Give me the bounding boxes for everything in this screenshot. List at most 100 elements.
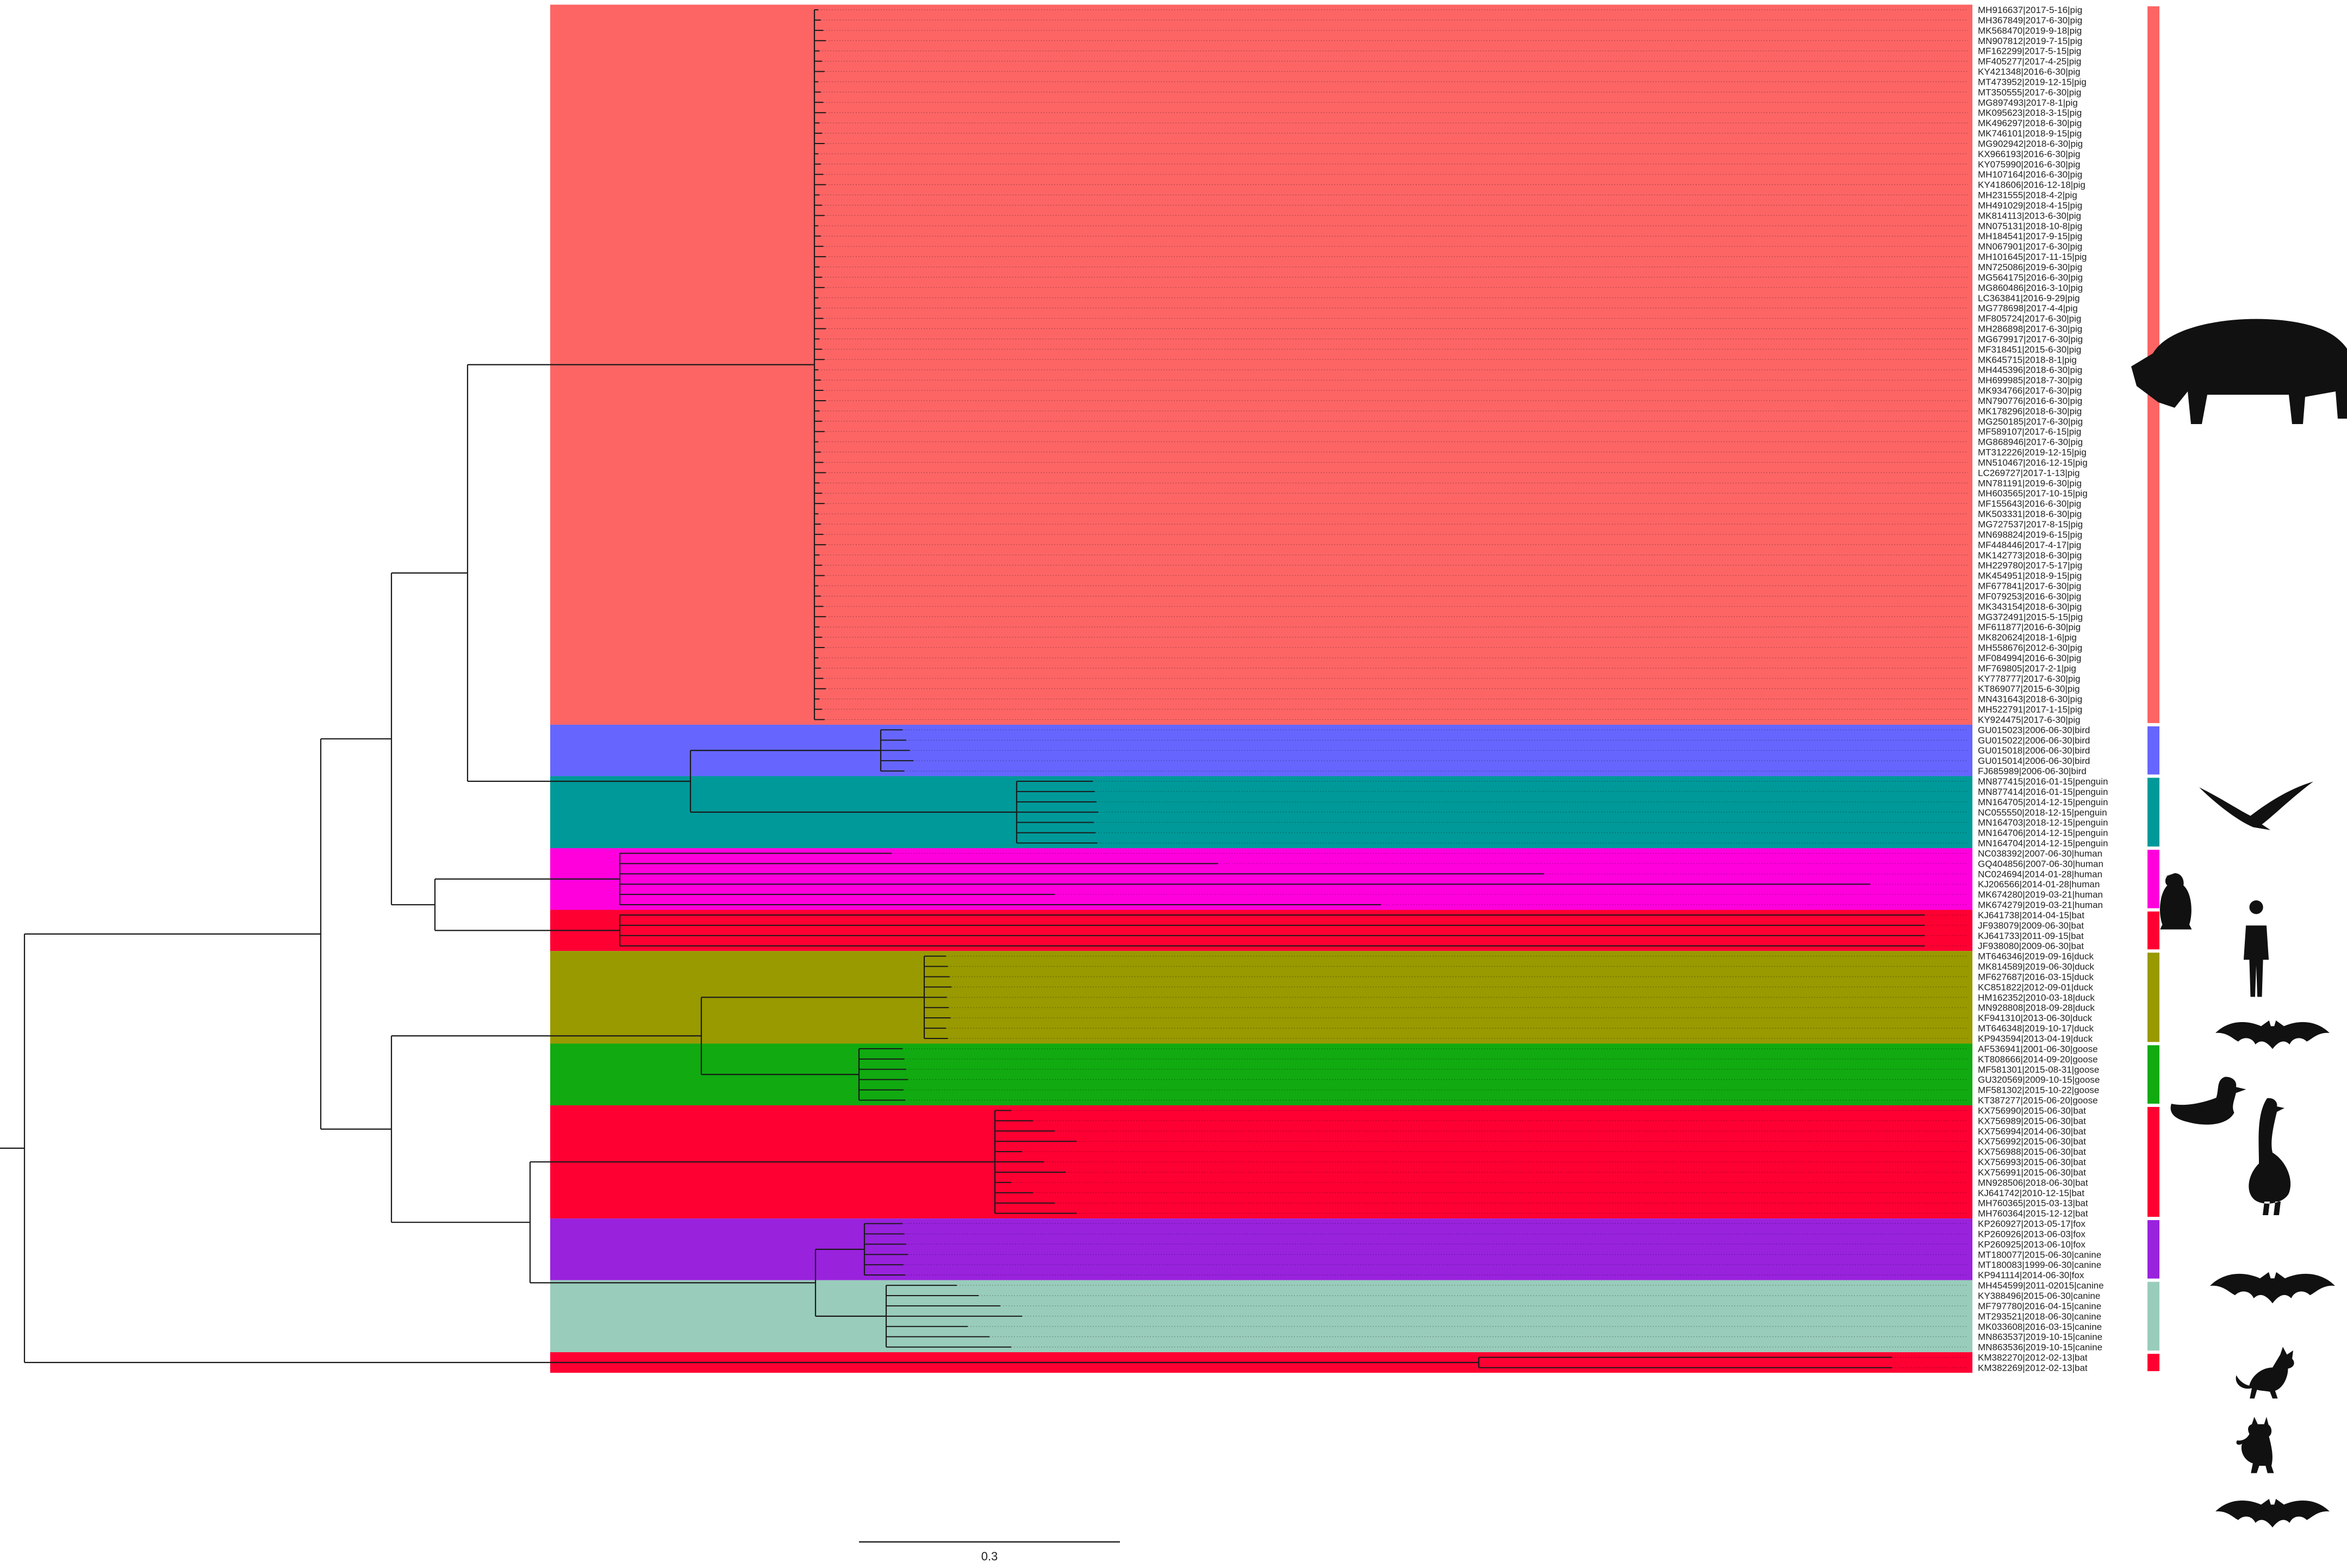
leaf-label: MK674279|2019-03-21|human xyxy=(1978,900,2103,910)
leaf-label: MN431643|2018-6-30|pig xyxy=(1978,694,2082,705)
leaf-label: KX756993|2015-06-30|bat xyxy=(1978,1157,2086,1167)
leaf-label: MN725086|2019-6-30|pig xyxy=(1978,262,2082,272)
leaf-label: KP260925|2013-06-10|fox xyxy=(1978,1239,2085,1249)
dog-silhouette-icon xyxy=(2236,1417,2274,1473)
leaf-label: MH558676|2012-6-30|pig xyxy=(1978,643,2082,653)
leaf-label: MN164704|2014-12-15|penguin xyxy=(1978,838,2108,849)
leaf-label: MK033608|2016-03-15|canine xyxy=(1978,1322,2102,1332)
leaf-label: MT350555|2017-6-30|pig xyxy=(1978,87,2081,97)
leaf-label: MK568470|2019-9-18|pig xyxy=(1978,26,2082,36)
leaf-label: MH367849|2017-6-30|pig xyxy=(1978,15,2082,26)
leaf-label: KT808666|2014-09-20|goose xyxy=(1978,1054,2098,1065)
leaf-labels: MH916637|2017-5-16|pigMH367849|2017-6-30… xyxy=(1978,5,2108,1373)
leaf-label: MK645715|2018-8-1|pig xyxy=(1978,354,2077,365)
leaf-label: MF155643|2016-6-30|pig xyxy=(1978,499,2081,509)
clade-color-strip xyxy=(2147,6,2159,1371)
leaf-label: MH231555|2018-4-2|pig xyxy=(1978,190,2077,201)
clade-band-fox xyxy=(550,1218,1972,1280)
clade-strip-penguin xyxy=(2147,777,2159,847)
leaf-label: MH107164|2016-6-30|pig xyxy=(1978,170,2082,180)
leaf-label: MF581301|2015-08-31|goose xyxy=(1978,1065,2099,1075)
leaf-label: MF805724|2017-6-30|pig xyxy=(1978,314,2081,324)
leaf-label: MT180077|2015-06-30|canine xyxy=(1978,1249,2101,1260)
leaf-label: MT180083|1999-06-30|canine xyxy=(1978,1260,2101,1270)
leaf-label: MF627687|2016-03-15|duck xyxy=(1978,972,2094,982)
leaf-label: MK814113|2013-6-30|pig xyxy=(1978,210,2081,221)
host-icons xyxy=(2131,319,2347,1528)
leaf-label: MK178296|2018-6-30|pig xyxy=(1978,406,2082,416)
leaf-label: JF938080|2009-06-30|bat xyxy=(1978,941,2084,951)
leaf-label: MG727537|2017-8-15|pig xyxy=(1978,519,2083,530)
leaf-label: MT312226|2019-12-15|pig xyxy=(1978,447,2087,458)
leaf-label: MH522791|2017-1-15|pig xyxy=(1978,705,2082,715)
leaf-label: KJ641738|2014-04-15|bat xyxy=(1978,910,2084,920)
leaf-label: KP260927|2013-05-17|fox xyxy=(1978,1219,2085,1229)
leaf-label: KY924475|2017-6-30|pig xyxy=(1978,714,2080,725)
leaf-label: KM382269|2012-02-13|bat xyxy=(1978,1362,2088,1373)
leaf-label: NC024694|2014-01-28|human xyxy=(1978,869,2102,879)
leaf-label: KJ641742|2010-12-15|bat xyxy=(1978,1188,2084,1198)
leaf-label: MN928808|2018-09-28|duck xyxy=(1978,1003,2095,1013)
leaf-label: MN907812|2019-7-15|pig xyxy=(1978,36,2082,46)
leaf-label: MF405277|2017-4-25|pig xyxy=(1978,57,2081,67)
leaf-label: HM162352|2010-03-18|duck xyxy=(1978,992,2095,1003)
leaf-label: MH916637|2017-5-16|pig xyxy=(1978,5,2082,15)
leaf-label: MH603565|2017-10-15|pig xyxy=(1978,488,2088,499)
leaf-label: MN067901|2017-6-30|pig xyxy=(1978,241,2082,252)
leaf-label: MF084994|2016-6-30|pig xyxy=(1978,653,2081,663)
leaf-label: MK142773|2018-6-30|pig xyxy=(1978,550,2082,561)
clade-strip-bat-1 xyxy=(2147,911,2159,950)
leaf-label: KT387277|2015-06-20|goose xyxy=(1978,1096,2098,1106)
leaf-label: MH454599|2011-02015|canine xyxy=(1978,1280,2104,1291)
leaf-label: MG897493|2017-8-1|pig xyxy=(1978,97,2078,108)
leaf-label: KJ206566|2014-01-28|human xyxy=(1978,879,2100,889)
leaf-label: MN928506|2018-06-30|bat xyxy=(1978,1178,2088,1188)
clade-band-human xyxy=(550,848,1972,910)
tree-branches xyxy=(0,9,1925,1368)
leaf-label: MT473952|2019-12-15|pig xyxy=(1978,77,2087,87)
leaf-label: KX756989|2015-06-30|bat xyxy=(1978,1116,2086,1126)
leaf-label: GU015022|2006-06-30|bird xyxy=(1978,735,2090,745)
clade-strip-bat-2 xyxy=(2147,1106,2159,1217)
clade-color-bands xyxy=(550,4,1972,1373)
bat-silhouette-icon xyxy=(2215,1020,2330,1049)
clade-strip-goose xyxy=(2147,1045,2159,1104)
leaf-label: MF611877|2016-6-30|pig xyxy=(1978,622,2081,632)
leaf-label: MF079253|2016-6-30|pig xyxy=(1978,591,2081,601)
leaf-label: MG868946|2017-6-30|pig xyxy=(1978,437,2083,447)
leaf-label: JF938079|2009-06-30|bat xyxy=(1978,920,2084,931)
leaf-label: MG679917|2017-6-30|pig xyxy=(1978,334,2083,344)
leaf-label: MG902942|2018-6-30|pig xyxy=(1978,139,2083,149)
leaf-label: MH445396|2018-6-30|pig xyxy=(1978,365,2082,375)
leaf-label: AF536941|2001-06-30|goose xyxy=(1978,1044,2098,1054)
fox-silhouette-icon xyxy=(2236,1347,2294,1399)
leaf-label: MF162299|2017-5-15|pig xyxy=(1978,46,2081,57)
leaf-label: MG564175|2016-6-30|pig xyxy=(1978,272,2083,283)
leaf-label: KT869077|2015-6-30|pig xyxy=(1978,684,2080,694)
clade-strip-bird xyxy=(2147,726,2159,775)
clade-strip-canine xyxy=(2147,1281,2159,1351)
leaf-label: MN698824|2019-6-15|pig xyxy=(1978,530,2082,540)
leaf-label: MG778698|2017-4-4|pig xyxy=(1978,303,2078,314)
leaf-label: MN075131|2018-10-8|pig xyxy=(1978,221,2082,231)
leaf-label: MN877415|2016-01-15|penguin xyxy=(1978,776,2108,787)
leaf-label: NC038392|2007-06-30|human xyxy=(1978,848,2102,858)
bat-silhouette-icon xyxy=(2210,1272,2335,1304)
leaf-label: GU015014|2006-06-30|bird xyxy=(1978,756,2090,766)
leaf-label: MK820624|2018-1-6|pig xyxy=(1978,632,2077,643)
leaf-label: MG250185|2017-6-30|pig xyxy=(1978,416,2083,427)
leaf-label: KC851822|2012-09-01|duck xyxy=(1978,982,2094,992)
clade-strip-duck xyxy=(2147,953,2159,1042)
leaf-label: MT646346|2019-09-16|duck xyxy=(1978,951,2094,962)
leaf-label: KP943594|2013-04-19|duck xyxy=(1978,1034,2093,1044)
leaf-label: MH760365|2015-03-13|bat xyxy=(1978,1198,2088,1209)
leaf-label: MF589107|2017-6-15|pig xyxy=(1978,427,2081,437)
scale-bar-label: 0.3 xyxy=(981,1550,998,1563)
leaf-label: KY778777|2017-6-30|pig xyxy=(1978,674,2080,684)
leaf-label: KX966193|2016-6-30|pig xyxy=(1978,149,2080,159)
leaf-label: KY418606|2016-12-18|pig xyxy=(1978,180,2085,190)
leaf-label: KX756988|2015-06-30|bat xyxy=(1978,1147,2086,1157)
leaf-label: MN877414|2016-01-15|penguin xyxy=(1978,787,2108,797)
leaf-label: KF941310|2013-06-30|duck xyxy=(1978,1013,2093,1023)
